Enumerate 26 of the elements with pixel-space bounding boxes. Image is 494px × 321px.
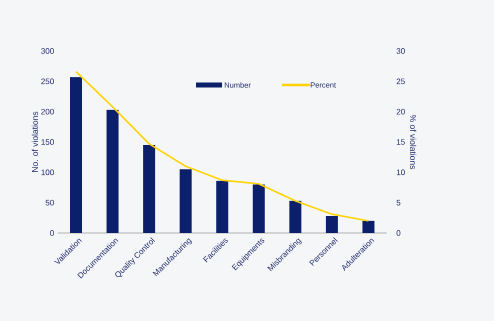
y2-tick-label: 20: [396, 108, 405, 114]
y2-tick-label: 0: [396, 230, 400, 236]
y-axis-title: No. of violations: [32, 112, 38, 172]
bar: [362, 220, 374, 233]
y-tick-label: 50: [46, 200, 54, 206]
bar: [180, 169, 192, 233]
y2-axis-title: % of violations: [410, 114, 416, 170]
y-tick-label: 100: [41, 170, 54, 176]
y-tick-label: 0: [50, 230, 54, 236]
bar: [326, 216, 338, 233]
bar: [143, 145, 156, 233]
bar: [289, 200, 302, 233]
y2-tick-label: 10: [396, 170, 405, 176]
y-tick-label: 300: [41, 48, 54, 54]
y2-tick-label: 30: [396, 48, 405, 54]
y-tick-label: 150: [41, 139, 54, 145]
bar: [252, 184, 265, 233]
y2-tick-label: 15: [396, 139, 405, 145]
line-series: [75, 70, 370, 222]
y-tick-label: 200: [41, 108, 54, 114]
y-tick-label: 250: [41, 78, 54, 84]
bar: [106, 110, 119, 233]
bar: [216, 180, 228, 233]
y2-tick-label: 5: [396, 200, 400, 206]
bar: [70, 77, 82, 233]
y2-tick-label: 25: [396, 78, 405, 84]
